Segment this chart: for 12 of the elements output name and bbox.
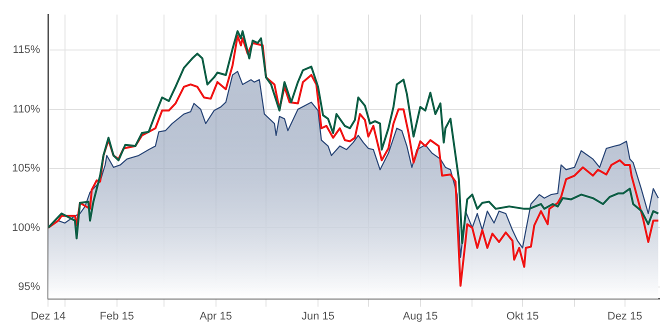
x-tick-label: Okt 15 — [506, 310, 539, 322]
x-tick-label: Feb 15 — [100, 310, 134, 322]
x-tick-label: Dez 14 — [30, 310, 66, 322]
y-tick-label: 100% — [12, 222, 40, 234]
y-tick-label: 110% — [12, 103, 40, 116]
y-tick-label: 95% — [18, 280, 40, 293]
x-tick-label: Apr 15 — [200, 310, 232, 322]
y-tick-label: 105% — [12, 162, 40, 175]
x-tick-label: Aug 15 — [402, 310, 438, 322]
y-tick-label: 115% — [12, 44, 40, 56]
x-tick-label: Dez 15 — [607, 310, 642, 322]
x-tick-label: Jun 15 — [302, 310, 335, 322]
